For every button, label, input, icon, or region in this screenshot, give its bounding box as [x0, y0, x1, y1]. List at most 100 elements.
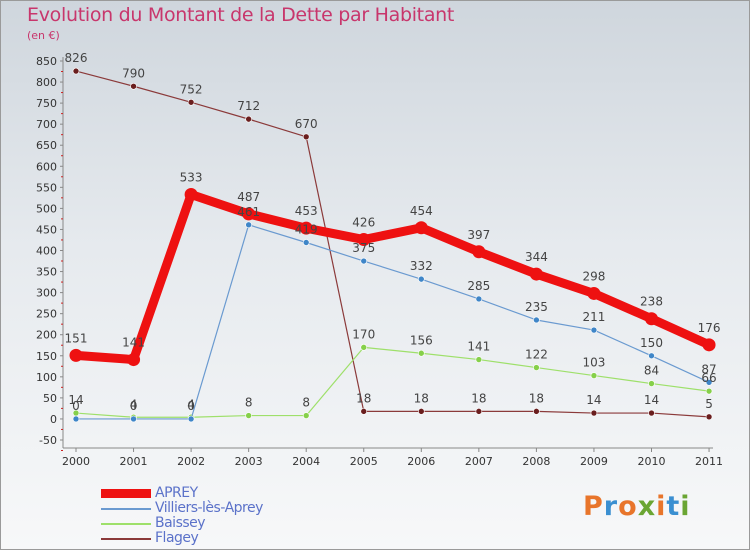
- series-line-flagey: [75, 70, 710, 418]
- data-label-baissey: 103: [582, 356, 605, 370]
- data-point-flagey: [360, 408, 368, 415]
- data-label-baissey: 84: [644, 364, 659, 378]
- y-tick-label: 500: [36, 202, 57, 215]
- data-point-flagey: [130, 82, 137, 90]
- data-label-baissey: 170: [352, 327, 375, 341]
- data-point-baissey: [417, 349, 425, 357]
- data-label-flagey: 18: [356, 391, 371, 405]
- data-point-flagey: [245, 115, 252, 123]
- logo-letter: P: [583, 491, 604, 522]
- data-label-aprey: 344: [525, 250, 548, 264]
- data-label-baissey: 122: [525, 348, 548, 362]
- x-tick-label: 2010: [638, 455, 666, 468]
- logo-letter: t: [666, 491, 681, 522]
- y-tick-label: 150: [36, 350, 57, 363]
- data-label-villiers: 0: [187, 399, 195, 413]
- data-label-baissey: 4: [187, 397, 195, 411]
- data-label-aprey: 141: [122, 336, 145, 350]
- data-point-villiers: [533, 316, 540, 324]
- data-label-aprey: 487: [237, 190, 260, 204]
- y-tick-label: 300: [36, 287, 57, 300]
- data-point-baissey: [475, 356, 483, 363]
- x-tick-label: 2001: [120, 455, 148, 468]
- data-point-aprey: [299, 221, 313, 235]
- x-tick-label: 2004: [292, 455, 320, 468]
- data-point-flagey: [187, 98, 195, 106]
- x-tick-label: 2005: [350, 455, 378, 468]
- y-tick-label: 450: [36, 223, 57, 236]
- y-tick-label: 100: [36, 371, 57, 384]
- series-line-baissey: [75, 346, 710, 418]
- legend-label-aprey: APREY: [155, 485, 198, 501]
- legend-swatch-flagey: [101, 538, 151, 540]
- data-point-villiers: [302, 239, 310, 246]
- data-label-villiers: 0: [130, 399, 138, 413]
- y-tick-label: 0: [50, 413, 57, 426]
- data-label-aprey: 453: [295, 204, 318, 218]
- logo-letter: i: [656, 491, 667, 522]
- data-label-flagey: 14: [586, 393, 601, 407]
- y-tick-label: 550: [36, 181, 57, 194]
- data-label-flagey: 18: [529, 391, 544, 405]
- data-point-aprey: [127, 353, 141, 367]
- data-label-villiers: 87: [701, 362, 716, 376]
- data-label-aprey: 151: [65, 331, 88, 345]
- data-label-villiers: 332: [410, 259, 433, 273]
- y-tick-label: 800: [36, 76, 57, 89]
- series-line-villiers: [75, 224, 710, 420]
- data-label-baissey: 14: [68, 393, 83, 407]
- legend-swatch-aprey: [101, 489, 151, 498]
- y-tick-label: 250: [36, 308, 57, 321]
- data-point-flagey: [417, 408, 425, 415]
- data-point-flagey: [475, 408, 483, 415]
- data-point-villiers: [705, 379, 713, 386]
- data-label-flagey: 790: [122, 66, 145, 80]
- data-point-villiers: [245, 221, 252, 229]
- data-label-aprey: 298: [582, 269, 605, 283]
- x-tick-label: 2007: [465, 455, 493, 468]
- legend-label-baissey: Baissey: [155, 515, 206, 531]
- data-point-villiers: [590, 326, 598, 334]
- data-label-villiers: 0: [72, 399, 80, 413]
- y-tick-label: 350: [36, 266, 57, 279]
- logo-letter: x: [637, 491, 657, 522]
- y-tick-label: 700: [36, 118, 57, 131]
- data-point-baissey: [533, 364, 540, 371]
- data-label-baissey: 141: [467, 340, 490, 354]
- data-label-aprey: 454: [410, 204, 433, 218]
- data-point-aprey: [357, 233, 371, 247]
- data-label-flagey: 712: [237, 99, 260, 113]
- data-point-baissey: [302, 412, 310, 419]
- legend-label-flagey: Flagey: [155, 530, 199, 546]
- x-tick-label: 2006: [407, 455, 435, 468]
- logo-letter: r: [603, 491, 619, 522]
- series-line-aprey: [71, 189, 714, 365]
- data-label-villiers: 235: [525, 300, 548, 314]
- chart-title: Evolution du Montant de la Dette par Hab…: [27, 4, 455, 26]
- data-point-flagey: [302, 133, 310, 141]
- data-label-aprey: 426: [352, 216, 375, 230]
- y-tick-label: 850: [36, 55, 57, 68]
- data-point-flagey: [648, 409, 655, 417]
- data-point-flagey: [590, 409, 598, 417]
- y-tick-label: 650: [36, 139, 57, 152]
- data-label-flagey: 18: [471, 391, 486, 405]
- x-tick-label: 2011: [695, 455, 723, 468]
- data-point-baissey: [648, 380, 655, 387]
- data-label-villiers: 150: [640, 336, 663, 350]
- logo-letter: i: [680, 491, 691, 522]
- data-point-baissey: [590, 372, 598, 379]
- data-label-flagey: 5: [705, 397, 713, 411]
- data-point-aprey: [69, 348, 83, 362]
- data-point-villiers: [187, 415, 195, 423]
- data-label-villiers: 419: [295, 222, 318, 236]
- data-label-villiers: 461: [237, 205, 260, 219]
- legend-swatch-villiers: [101, 508, 151, 510]
- data-point-flagey: [72, 67, 80, 75]
- data-point-aprey: [587, 286, 601, 300]
- data-point-villiers: [360, 257, 368, 265]
- data-label-aprey: 397: [467, 228, 490, 242]
- x-tick-label: 2008: [522, 455, 550, 468]
